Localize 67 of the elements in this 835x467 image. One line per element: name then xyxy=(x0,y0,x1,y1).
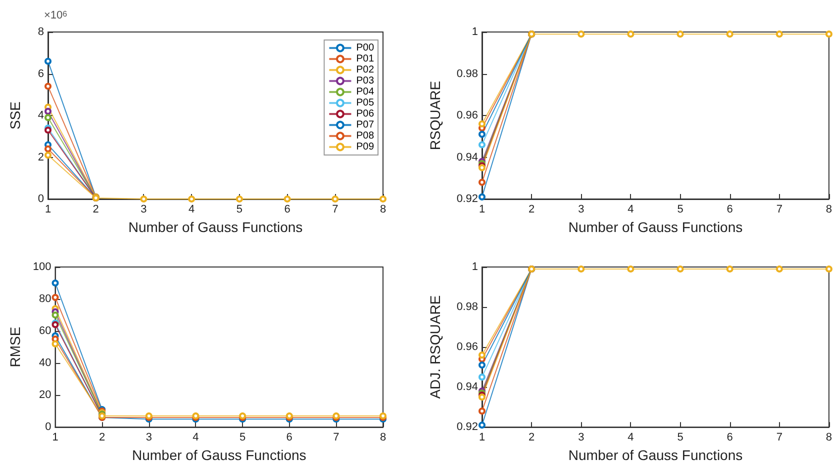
x-tick-label: 7 xyxy=(332,204,338,216)
y-tick-label: 0.98 xyxy=(456,301,478,314)
y-tick-label: 80 xyxy=(39,293,52,306)
x-tick-label: 8 xyxy=(380,432,386,444)
x-axis-title: Number of Gauss Functions xyxy=(132,447,306,463)
x-tick-label: 6 xyxy=(284,204,290,216)
x-tick-label: 2 xyxy=(528,204,535,216)
x-axis-title: Number of Gauss Functions xyxy=(568,218,743,235)
legend-label: P04 xyxy=(356,86,374,98)
x-tick-label: 3 xyxy=(578,204,584,216)
x-tick-label: 8 xyxy=(380,204,386,216)
y-tick-label: 1 xyxy=(472,261,478,273)
x-tick-label: 3 xyxy=(578,432,584,444)
y-tick-label: 8 xyxy=(38,26,44,38)
x-tick-label: 8 xyxy=(826,204,832,216)
legend-label: P01 xyxy=(356,54,374,64)
x-tick-label: 2 xyxy=(99,432,106,444)
y-tick-label: 100 xyxy=(32,261,52,273)
x-tick-label: 4 xyxy=(188,204,195,216)
y-tick-label: 0 xyxy=(38,193,44,205)
legend-label: P00 xyxy=(356,42,374,54)
x-tick-label: 5 xyxy=(677,204,684,216)
x-tick-label: 6 xyxy=(286,432,292,444)
x-axis-title: Number of Gauss Functions xyxy=(128,218,303,235)
y-tick-label: 0.92 xyxy=(456,193,478,205)
x-tick-label: 4 xyxy=(628,204,634,216)
y-tick-label: 0.94 xyxy=(456,151,478,164)
y-tick-label: 0 xyxy=(45,421,52,434)
legend-label: P08 xyxy=(356,130,374,142)
legend-label: P03 xyxy=(356,76,374,86)
legend-label: P05 xyxy=(356,98,374,108)
x-tick-label: 4 xyxy=(192,432,199,444)
legend-label: P09 xyxy=(356,142,374,152)
y-tick-label: 2 xyxy=(38,151,44,164)
y-tick-label: 0.96 xyxy=(456,110,478,122)
y-axis-title: RSQUARE xyxy=(427,80,443,150)
y-tick-label: 60 xyxy=(39,325,52,338)
x-tick-label: 2 xyxy=(92,204,99,216)
y-axis-title: ADJ. RSQUARE xyxy=(427,295,443,399)
y-axis-title: RMSE xyxy=(7,326,23,368)
x-axis-title: Number of Gauss Functions xyxy=(568,447,743,463)
x-tick-label: 7 xyxy=(776,204,782,216)
x-tick-label: 5 xyxy=(239,432,246,444)
x-tick-label: 6 xyxy=(726,204,733,216)
y-tick-label: 0.98 xyxy=(456,68,478,80)
y-tick-label: 0.92 xyxy=(456,421,478,434)
y-tick-label: 40 xyxy=(39,357,52,370)
y-tick-label: 1 xyxy=(472,26,478,38)
x-tick-label: 3 xyxy=(140,204,147,216)
legend-label: P07 xyxy=(356,120,374,130)
x-tick-label: 4 xyxy=(628,432,634,444)
x-tick-label: 7 xyxy=(333,432,340,444)
x-tick-label: 5 xyxy=(236,204,242,216)
x-tick-label: 5 xyxy=(677,432,684,444)
y-tick-label: 0.96 xyxy=(456,341,478,354)
x-tick-label: 3 xyxy=(146,432,152,444)
y-tick-label: 0.94 xyxy=(456,381,478,394)
y-tick-label: 4 xyxy=(38,110,44,122)
y-axis-title: SSE xyxy=(7,101,23,130)
y-tick-label: 20 xyxy=(39,389,52,402)
x-tick-label: 6 xyxy=(726,432,733,444)
legend-label: P02 xyxy=(356,64,374,76)
legend-label: P06 xyxy=(356,108,374,120)
x-tick-label: 8 xyxy=(826,432,832,444)
x-tick-label: 7 xyxy=(776,432,782,444)
x-tick-label: 2 xyxy=(528,432,535,444)
y-tick-label: 6 xyxy=(38,68,44,80)
